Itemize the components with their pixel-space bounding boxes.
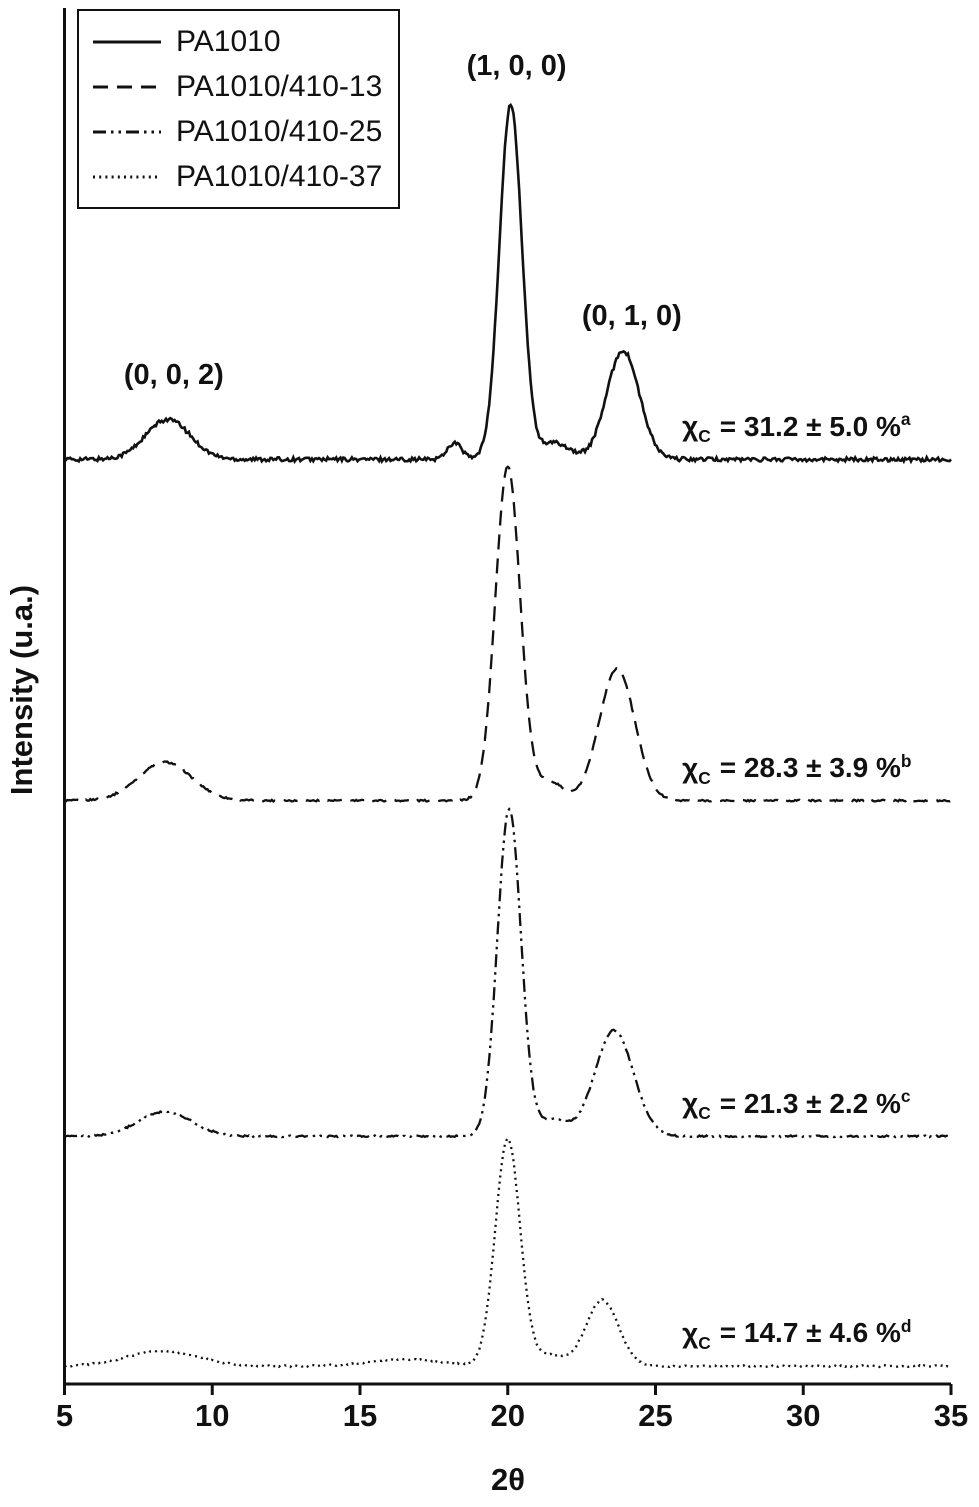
x-tick-label: 10 [195, 1398, 230, 1433]
crystallinity-value: = 14.7 ± 4.6 % [719, 1317, 901, 1349]
crystallinity-annotation-410-13: χC = 28.3 ± 3.9 %b [682, 751, 911, 789]
chi-symbol: χ [682, 1317, 699, 1349]
legend-label: PA1010/410-13 [176, 69, 383, 103]
legend-line-dotted-icon [93, 175, 161, 178]
crystallinity-value: = 31.2 ± 5.0 % [719, 410, 901, 442]
x-tick-label: 30 [786, 1398, 821, 1433]
x-tick-label: 20 [490, 1398, 525, 1433]
chi-subscript: C [698, 426, 711, 447]
y-axis-label: Intensity (u.a.) [4, 584, 39, 796]
legend-label: PA1010 [176, 24, 281, 58]
annotation-superscript: c [900, 1086, 911, 1107]
chi-subscript: C [698, 1103, 711, 1124]
x-tick-label: 5 [55, 1398, 74, 1433]
legend-label: PA1010/410-37 [176, 159, 383, 193]
legend-line-dashdotdot-icon [93, 130, 161, 133]
curve-PA1010/410-37 [64, 1136, 952, 1369]
annotation-superscript: a [900, 409, 911, 430]
annotation-superscript: b [900, 750, 912, 771]
peak-label-002: (0, 0, 2) [123, 358, 224, 391]
chi-symbol: χ [682, 1087, 699, 1119]
curve-PA1010/410-13 [63, 465, 952, 803]
x-tick-label: 15 [342, 1398, 378, 1433]
chi-subscript: C [698, 767, 711, 788]
legend-line-dashed-icon [93, 85, 161, 88]
crystallinity-value: = 21.3 ± 2.2 % [719, 1087, 901, 1119]
chi-symbol: χ [682, 751, 699, 783]
legend-label: PA1010/410-25 [176, 114, 383, 148]
legend-line-solid-icon [93, 40, 161, 43]
axis-spines [63, 8, 951, 1386]
crystallinity-value: = 28.3 ± 3.9 % [719, 751, 901, 783]
x-tick-label: 35 [933, 1398, 969, 1433]
x-axis-label: 2θ [491, 1462, 525, 1497]
crystallinity-annotation-410-25: χC = 21.3 ± 2.2 %c [682, 1086, 910, 1124]
curve-PA1010 [63, 103, 952, 465]
legend-item-pa1010-410-37: PA1010/410-37 [91, 154, 382, 199]
legend: PA1010 PA1010/410-13 PA1010/410-25 PA101… [77, 9, 401, 209]
crystallinity-annotation-410-37: χC = 14.7 ± 4.6 %d [682, 1316, 911, 1354]
legend-item-pa1010-410-13: PA1010/410-13 [91, 64, 382, 109]
legend-item-pa1010: PA1010 [91, 19, 382, 64]
crystallinity-annotation-pa1010: χC = 31.2 ± 5.0 %a [682, 409, 910, 447]
chi-symbol: χ [682, 410, 699, 442]
curve-PA1010/410-25 [63, 807, 952, 1139]
x-tick-label: 25 [638, 1398, 673, 1433]
chi-subscript: C [698, 1333, 711, 1354]
peak-label-010: (0, 1, 0) [581, 299, 682, 332]
annotation-superscript: d [900, 1316, 912, 1337]
legend-item-pa1010-410-25: PA1010/410-25 [91, 109, 382, 154]
peak-label-100: (1, 0, 0) [466, 49, 567, 82]
